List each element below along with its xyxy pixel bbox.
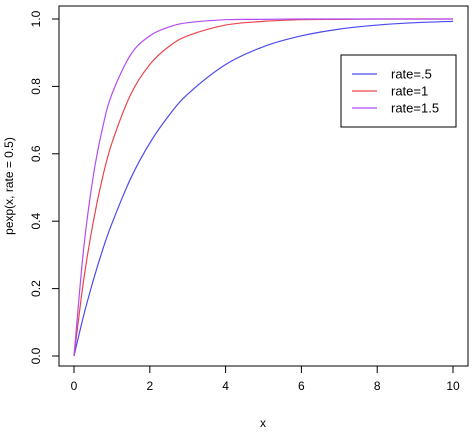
y-tick-label: 0.8 bbox=[29, 78, 43, 95]
series-line-0 bbox=[73, 20, 454, 357]
y-axis-label: pexp(x, rate = 0.5) bbox=[2, 137, 16, 235]
x-tick-label: 10 bbox=[446, 379, 460, 393]
y-tick-label: 1.0 bbox=[29, 10, 43, 27]
legend-label-0: rate=.5 bbox=[391, 67, 432, 82]
x-tick-label: 8 bbox=[374, 379, 381, 393]
y-tick-label: 0.2 bbox=[29, 280, 43, 297]
x-tick-label: 0 bbox=[71, 379, 78, 393]
x-tick-label: 6 bbox=[298, 379, 305, 393]
y-tick-label: 0.0 bbox=[29, 347, 43, 364]
y-axis: 0.0 0.2 0.4 0.6 0.8 1.0 bbox=[29, 10, 60, 364]
legend-label-1: rate=1 bbox=[391, 84, 428, 99]
y-tick-label: 0.4 bbox=[29, 213, 43, 230]
series-line-2 bbox=[73, 18, 453, 357]
x-axis-label: x bbox=[260, 416, 266, 430]
y-tick-label: 0.6 bbox=[29, 145, 43, 162]
x-tick-label: 4 bbox=[222, 379, 229, 393]
x-tick-label: 2 bbox=[146, 379, 153, 393]
legend: rate=.5 rate=1 rate=1.5 bbox=[340, 54, 457, 128]
x-axis: 0 2 4 6 8 10 bbox=[71, 365, 460, 393]
legend-label-2: rate=1.5 bbox=[391, 101, 439, 116]
series-layer bbox=[73, 18, 454, 357]
